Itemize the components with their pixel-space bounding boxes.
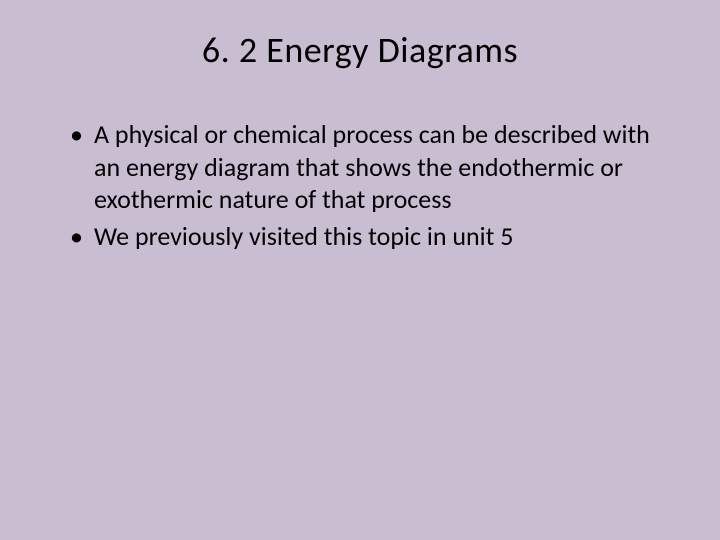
list-item: We previously visited this topic in unit…: [74, 220, 670, 253]
slide: 6. 2 Energy Diagrams A physical or chemi…: [0, 0, 720, 540]
bullet-list: A physical or chemical process can be de…: [50, 118, 670, 252]
slide-title: 6. 2 Energy Diagrams: [50, 28, 670, 72]
list-item: A physical or chemical process can be de…: [74, 118, 670, 216]
